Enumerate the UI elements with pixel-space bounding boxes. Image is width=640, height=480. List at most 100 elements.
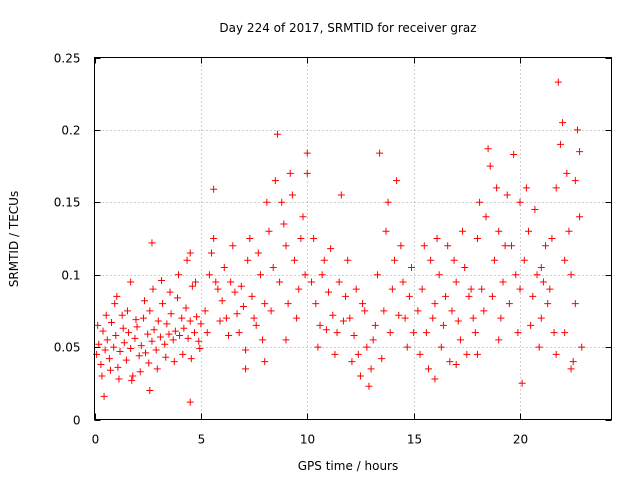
data-point: [239, 303, 247, 311]
data-point: [476, 198, 484, 206]
data-point: [480, 307, 488, 315]
data-point: [520, 256, 528, 264]
data-point: [429, 314, 437, 322]
data-point: [459, 227, 467, 235]
data-point: [115, 375, 123, 383]
data-point: [237, 282, 245, 290]
data-point: [146, 387, 154, 395]
data-point: [497, 314, 505, 322]
data-points: [93, 78, 586, 406]
data-point: [169, 336, 177, 344]
x-axis-label: GPS time / hours: [298, 459, 399, 473]
data-point: [361, 307, 369, 315]
data-point: [231, 288, 239, 296]
data-point: [133, 323, 141, 331]
data-point: [556, 140, 564, 148]
data-point: [136, 368, 144, 376]
data-point: [183, 256, 191, 264]
data-point: [159, 300, 167, 308]
data-point: [142, 349, 150, 357]
axis-ticks: 0 5 10 15 20 0 0.05 0.1 0.15 0.2 0.25: [54, 52, 612, 447]
data-point: [408, 263, 416, 271]
data-point: [94, 321, 102, 329]
data-point: [123, 307, 131, 315]
data-point: [190, 329, 198, 337]
data-point: [97, 360, 105, 368]
data-point: [350, 332, 358, 340]
data-point: [565, 227, 573, 235]
data-point: [331, 350, 339, 358]
data-point: [214, 285, 222, 293]
data-point: [154, 317, 162, 325]
chart-title: Day 224 of 2017, SRMTID for receiver gra…: [219, 21, 476, 35]
data-point: [505, 300, 513, 308]
data-point: [356, 372, 364, 380]
data-point: [171, 327, 179, 335]
data-point: [382, 227, 390, 235]
data-point: [125, 329, 133, 337]
data-point: [414, 307, 422, 315]
data-point: [114, 363, 122, 371]
y-tick-label: 0.15: [54, 196, 81, 210]
data-point: [246, 235, 254, 242]
data-point: [105, 355, 113, 363]
data-point: [376, 149, 384, 157]
data-point: [537, 314, 545, 322]
data-point: [442, 292, 450, 300]
data-point: [297, 235, 305, 242]
data-point: [369, 336, 377, 344]
data-point: [482, 213, 490, 221]
data-point: [439, 321, 447, 329]
data-point: [222, 314, 230, 322]
plot-frame: [94, 57, 612, 420]
data-point: [542, 242, 550, 250]
data-point: [416, 350, 424, 358]
data-point: [229, 242, 237, 250]
x-tick-label: 20: [513, 433, 528, 447]
data-point: [145, 359, 153, 367]
data-point: [450, 256, 458, 264]
data-point: [461, 263, 469, 271]
data-point: [271, 177, 279, 185]
data-point: [119, 324, 127, 332]
data-point: [452, 278, 460, 286]
data-point: [137, 342, 145, 350]
data-point: [135, 352, 143, 360]
data-point: [503, 191, 511, 199]
data-point: [478, 285, 486, 293]
data-point: [561, 256, 569, 264]
data-point: [156, 333, 164, 341]
x-tick-label: 0: [92, 433, 100, 447]
data-point: [559, 119, 567, 127]
data-point: [446, 358, 454, 366]
data-point: [295, 285, 303, 293]
data-point: [203, 329, 211, 337]
data-point: [303, 169, 311, 177]
data-point: [512, 271, 520, 279]
data-point: [286, 169, 294, 177]
data-point: [152, 346, 160, 354]
data-point: [100, 392, 108, 400]
data-point: [467, 285, 475, 293]
data-point: [210, 185, 218, 193]
data-point: [116, 347, 124, 355]
data-point: [165, 330, 173, 338]
data-point: [390, 256, 398, 264]
data-point: [314, 343, 322, 351]
data-point: [488, 292, 496, 300]
y-tick-label: 0.1: [61, 269, 80, 283]
data-point: [552, 350, 560, 358]
data-point: [529, 292, 537, 300]
data-point: [288, 191, 296, 199]
data-point: [322, 326, 330, 334]
data-point: [276, 278, 284, 286]
data-point: [148, 337, 156, 345]
data-point: [486, 162, 494, 170]
data-point: [386, 329, 394, 337]
data-point: [539, 278, 547, 286]
data-point: [161, 340, 169, 348]
data-point: [339, 317, 347, 325]
data-point: [397, 242, 405, 250]
data-point: [299, 213, 307, 221]
data-point: [186, 398, 194, 406]
